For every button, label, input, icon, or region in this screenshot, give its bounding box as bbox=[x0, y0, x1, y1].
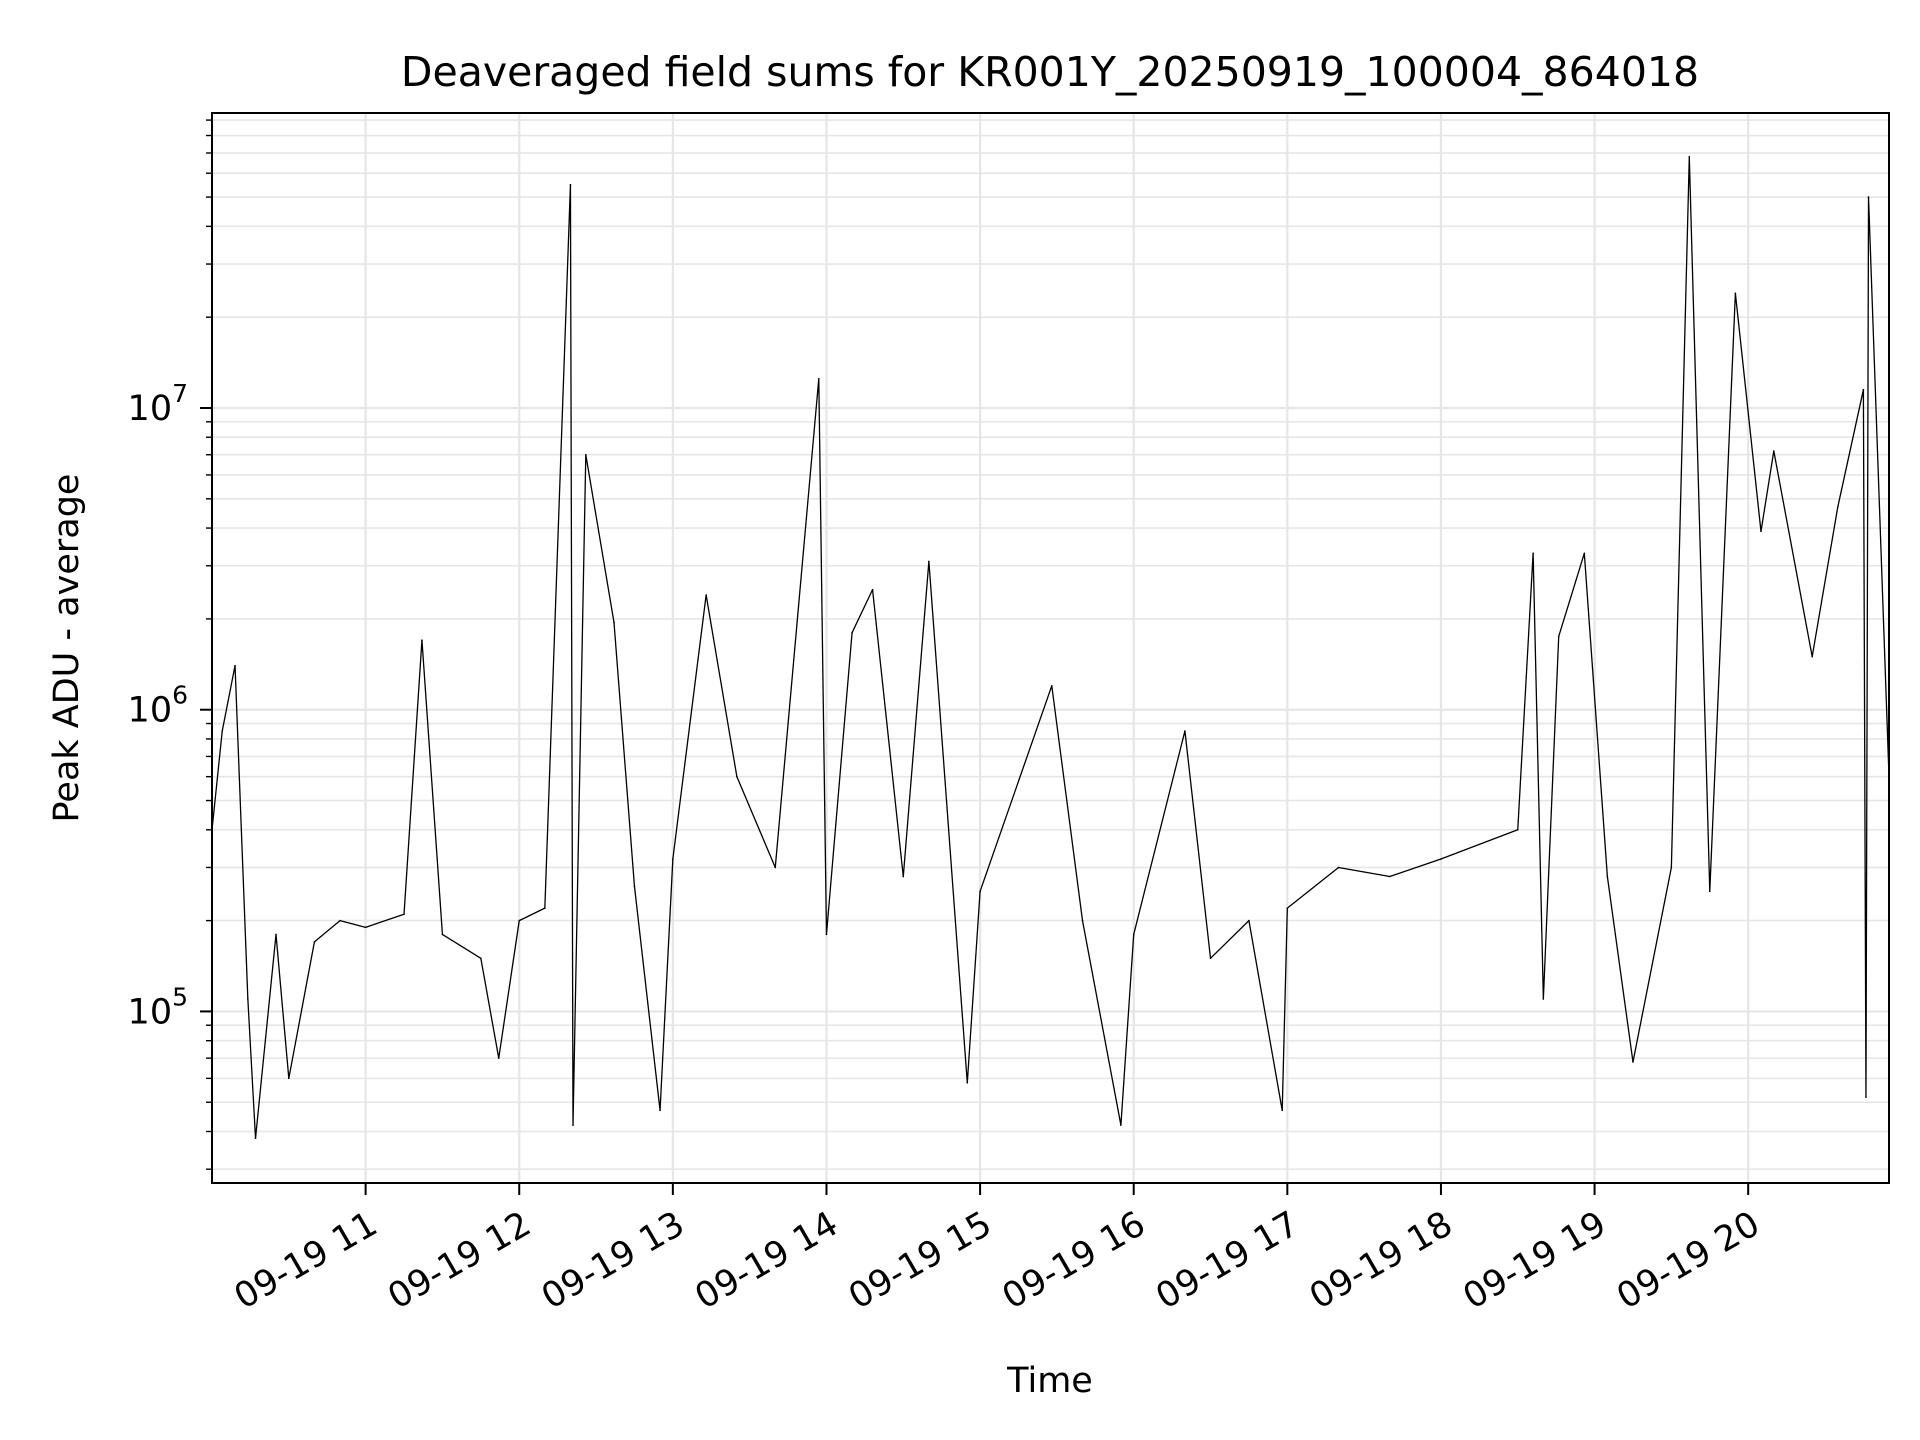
series-point bbox=[1286, 907, 1289, 909]
series-point bbox=[1081, 919, 1084, 922]
y-tick-base: 10 bbox=[128, 992, 173, 1032]
series-point bbox=[1557, 635, 1560, 638]
series-point bbox=[1865, 1096, 1867, 1098]
series-point bbox=[288, 1077, 290, 1080]
series-point bbox=[403, 913, 405, 916]
series-point bbox=[1734, 292, 1737, 295]
series-point bbox=[817, 377, 820, 380]
series-point bbox=[1542, 998, 1545, 1000]
series-point bbox=[1606, 875, 1609, 878]
y-tick-exponent: 5 bbox=[172, 982, 188, 1011]
series-point bbox=[1862, 388, 1865, 391]
series-point bbox=[544, 907, 546, 909]
series-point bbox=[1811, 655, 1813, 658]
series-point bbox=[1120, 1124, 1122, 1126]
series-point bbox=[247, 998, 249, 1000]
series-point bbox=[572, 1124, 574, 1126]
series-point bbox=[234, 664, 236, 667]
series-point bbox=[480, 957, 482, 960]
y-tick-label: 107 bbox=[128, 379, 188, 429]
series-point bbox=[1516, 828, 1519, 831]
series-point bbox=[966, 1082, 969, 1084]
series-point bbox=[705, 594, 707, 596]
series-point bbox=[1248, 919, 1250, 922]
series-point bbox=[979, 890, 981, 893]
series-point bbox=[1337, 866, 1340, 869]
series-point bbox=[672, 858, 674, 860]
series-point bbox=[569, 183, 572, 186]
series-point bbox=[613, 621, 615, 624]
x-axis-label: Time bbox=[1006, 1361, 1093, 1401]
series-point bbox=[871, 588, 874, 591]
y-tick-exponent: 7 bbox=[172, 379, 188, 408]
series-point bbox=[1867, 196, 1870, 198]
plot-frame bbox=[211, 112, 1890, 1184]
series-point bbox=[659, 1109, 661, 1112]
series-point bbox=[221, 730, 224, 732]
y-axis-label: Peak ADU - average bbox=[47, 474, 87, 823]
series-point bbox=[1184, 730, 1186, 732]
chart-title: Deaveraged field sums for KR001Y_2025091… bbox=[401, 48, 1699, 96]
series-point bbox=[518, 919, 521, 922]
series-point bbox=[1532, 552, 1534, 555]
series-point bbox=[441, 933, 444, 936]
series-point bbox=[313, 941, 316, 943]
series-point bbox=[902, 875, 905, 878]
series-point bbox=[1836, 506, 1839, 508]
series-point bbox=[736, 775, 738, 778]
series-point bbox=[1632, 1061, 1634, 1063]
series-point bbox=[1209, 957, 1212, 960]
series-group bbox=[211, 156, 1890, 1140]
series-point bbox=[1670, 866, 1673, 869]
y-tick-label: 105 bbox=[128, 982, 188, 1032]
series-point bbox=[633, 885, 636, 888]
series-point bbox=[1583, 552, 1586, 555]
y-tick-exponent: 6 bbox=[172, 681, 188, 710]
series-point bbox=[275, 933, 277, 936]
series-point bbox=[421, 639, 423, 641]
series-point bbox=[1132, 933, 1135, 936]
series-point bbox=[339, 919, 341, 922]
series-point bbox=[1050, 685, 1053, 687]
series-point bbox=[585, 453, 587, 456]
series-point bbox=[497, 1057, 500, 1059]
series-point bbox=[1772, 450, 1775, 452]
series-line bbox=[211, 156, 1890, 1139]
series-point bbox=[774, 866, 777, 869]
series-point bbox=[1708, 890, 1711, 893]
series-point bbox=[1688, 156, 1691, 158]
series-point bbox=[1440, 858, 1442, 860]
series-point bbox=[1281, 1109, 1284, 1112]
series-point bbox=[851, 631, 853, 634]
y-tick-base: 10 bbox=[128, 389, 173, 429]
series-point bbox=[364, 926, 367, 929]
series-point bbox=[928, 560, 930, 563]
y-tick-label: 106 bbox=[128, 681, 188, 731]
y-tick-base: 10 bbox=[128, 691, 173, 731]
series-point bbox=[254, 1137, 257, 1140]
series-point bbox=[1760, 530, 1762, 533]
series-point bbox=[1388, 875, 1391, 878]
series-point bbox=[825, 933, 828, 936]
grid bbox=[212, 113, 1889, 1183]
